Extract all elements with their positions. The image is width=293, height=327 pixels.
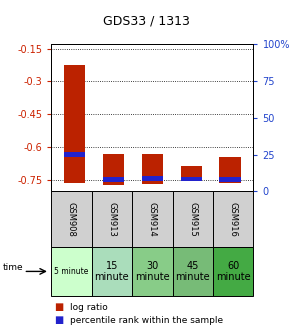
Text: log ratio: log ratio xyxy=(70,303,108,312)
Text: 15: 15 xyxy=(106,261,118,270)
Text: 60: 60 xyxy=(227,261,239,270)
Text: time: time xyxy=(3,263,23,272)
Text: GSM908: GSM908 xyxy=(67,202,76,236)
Bar xyxy=(103,154,124,185)
Text: GSM915: GSM915 xyxy=(188,202,197,236)
Text: minute: minute xyxy=(95,272,129,282)
Text: 5 minute: 5 minute xyxy=(54,267,89,276)
Bar xyxy=(219,157,241,182)
Text: percentile rank within the sample: percentile rank within the sample xyxy=(70,316,224,325)
Bar xyxy=(103,177,124,182)
Text: minute: minute xyxy=(135,272,170,282)
Text: minute: minute xyxy=(216,272,251,282)
Bar xyxy=(219,177,241,182)
Text: GSM916: GSM916 xyxy=(229,202,238,236)
Text: 30: 30 xyxy=(146,261,159,270)
Bar xyxy=(64,65,85,182)
Text: 45: 45 xyxy=(187,261,199,270)
Bar xyxy=(142,153,163,183)
Bar xyxy=(64,152,85,157)
Text: minute: minute xyxy=(176,272,210,282)
Text: GSM913: GSM913 xyxy=(108,202,116,236)
Text: ■: ■ xyxy=(54,302,64,312)
Text: ■: ■ xyxy=(54,316,64,325)
Text: GSM914: GSM914 xyxy=(148,202,157,236)
Bar xyxy=(180,165,202,181)
Bar xyxy=(180,177,202,181)
Bar xyxy=(142,176,163,181)
Text: GDS33 / 1313: GDS33 / 1313 xyxy=(103,15,190,28)
